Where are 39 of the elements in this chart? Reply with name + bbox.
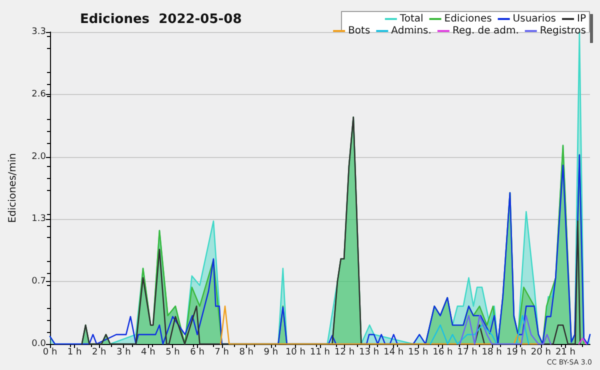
x-tick-label: 1 h bbox=[67, 348, 82, 358]
x-tick-label: 4 h bbox=[141, 348, 156, 358]
legend-label: Admins. bbox=[391, 26, 432, 36]
x-tick-label: 7 h bbox=[214, 348, 229, 358]
x-tick-label: 16 h bbox=[432, 348, 453, 358]
x-tick-label: 18 h bbox=[482, 348, 502, 358]
x-tick-label: 15 h bbox=[408, 348, 428, 358]
x-tick-label: 12 h bbox=[334, 348, 355, 358]
x-tick-label: 5 h bbox=[166, 348, 180, 358]
y-axis-title: Ediciones/min bbox=[8, 153, 18, 223]
legend-label: Total bbox=[398, 14, 424, 24]
legend-label: Bots bbox=[348, 26, 370, 36]
legend-label: Reg. de adm. bbox=[452, 26, 519, 36]
legend-label: IP bbox=[577, 14, 586, 24]
legend-label: Registros bbox=[540, 26, 586, 36]
x-tick-label: 0 h bbox=[42, 348, 58, 358]
x-tick-label: 3 h bbox=[116, 348, 131, 358]
x-tick-label: 2 h bbox=[92, 348, 106, 358]
chart-title: Ediciones 2022-05-08 bbox=[80, 12, 242, 27]
x-tick-label: 19 h bbox=[506, 348, 526, 358]
legend-label: Ediciones bbox=[444, 14, 492, 24]
x-tick-label: 21 h bbox=[555, 348, 576, 358]
x-tick-label: 8 h bbox=[239, 348, 254, 358]
y-tick-label: 2.6 bbox=[32, 89, 46, 100]
x-tick-label: 14 h bbox=[384, 348, 404, 358]
y-tick-label: 0.7 bbox=[32, 276, 46, 287]
x-tick-label: 17 h bbox=[457, 348, 478, 358]
y-tick-label: 2.0 bbox=[32, 152, 46, 162]
x-tick-label: 20 h bbox=[530, 348, 551, 358]
y-tick-label: 0.0 bbox=[32, 339, 46, 349]
x-tick-label: 13 h bbox=[359, 348, 380, 358]
y-tick-label: 1.3 bbox=[32, 214, 46, 224]
legend-label: Usuarios bbox=[512, 14, 556, 24]
x-tick-label: 9 h bbox=[264, 348, 278, 358]
line-series bbox=[430, 314, 530, 345]
x-tick-label: 11 h bbox=[310, 348, 330, 358]
x-tick-label: 10 h bbox=[285, 348, 306, 358]
x-tick-label: 6 h bbox=[190, 348, 204, 358]
y-tick-label: 3.3 bbox=[32, 27, 46, 37]
